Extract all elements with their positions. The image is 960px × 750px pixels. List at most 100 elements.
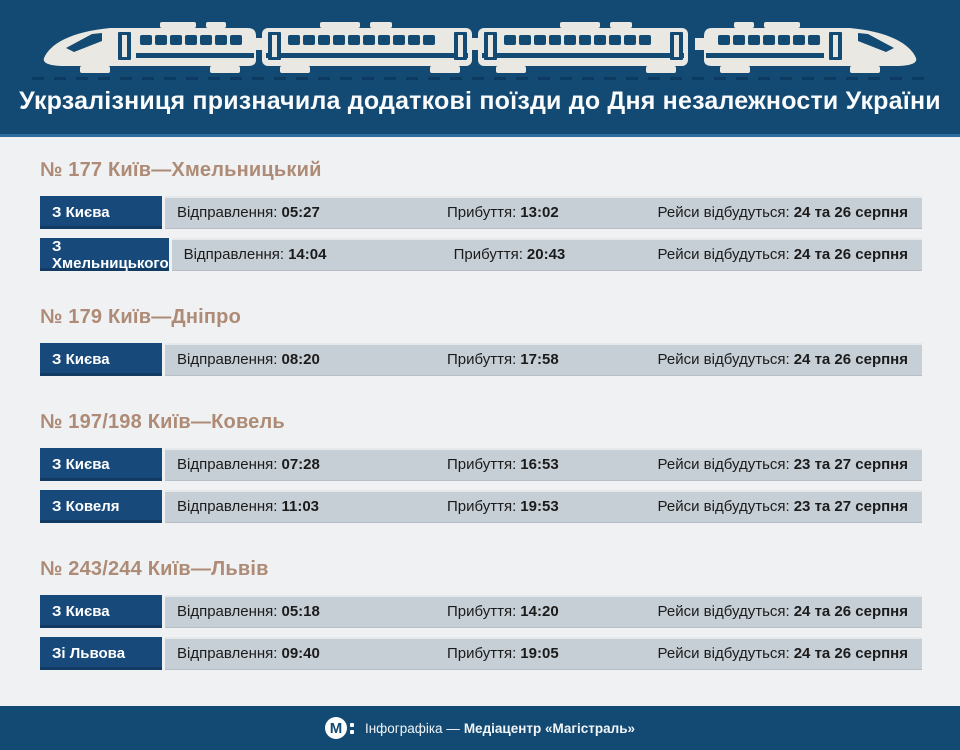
- departure-cell: Відправлення: 05:27: [177, 204, 447, 221]
- departure-label: Відправлення:: [177, 204, 278, 221]
- runs-label: Рейси відбудуться:: [657, 351, 790, 368]
- departure-time: 09:40: [281, 645, 320, 662]
- schedule-bar: Відправлення: 09:40 Прибуття: 19:05 Рейси …: [165, 637, 922, 670]
- origin-badge: З Ковеля: [40, 490, 162, 523]
- runs-cell: Рейси відбудуться: 24 та 26 серпня: [658, 246, 908, 263]
- departure-time: 05:18: [281, 603, 320, 620]
- header-banner: Укрзалізниця призначила додаткові поїзди…: [0, 0, 960, 137]
- arrival-time: 20:43: [526, 246, 566, 263]
- runs-dates: 24 та 26 серпня: [793, 246, 908, 263]
- origin-badge: З Києва: [40, 343, 162, 376]
- runs-label: Рейси відбудуться:: [657, 204, 790, 221]
- departure-label: Відправлення:: [177, 456, 278, 473]
- departure-time: 08:20: [281, 351, 320, 368]
- runs-cell: Рейси відбудуться: 23 та 27 серпня: [658, 456, 908, 473]
- runs-dates: 24 та 26 серпня: [793, 204, 908, 221]
- train-section: № 197/198 Київ—Ковель З Києва Відправлен…: [40, 411, 922, 523]
- departure-cell: Відправлення: 14:04: [184, 246, 454, 263]
- schedule-row: З Києва Відправлення: 05:27 Прибуття: 13:0…: [40, 196, 922, 229]
- runs-label: Рейси відбудуться:: [657, 456, 790, 473]
- schedule-bar: Відправлення: 05:18 Прибуття: 14:20 Рейси …: [165, 595, 922, 628]
- runs-cell: Рейси відбудуться: 23 та 27 серпня: [658, 498, 908, 515]
- departure-label: Відправлення:: [177, 351, 278, 368]
- arrival-cell: Прибуття: 16:53: [447, 456, 658, 473]
- runs-label: Рейси відбудуться:: [657, 246, 790, 263]
- schedule-bar: Відправлення: 08:20 Прибуття: 17:58 Рейси …: [165, 343, 922, 376]
- arrival-cell: Прибуття: 20:43: [454, 246, 658, 263]
- footer-bar: М Інфографіка — Медіацентр «Магістраль»: [0, 706, 960, 750]
- runs-dates: 24 та 26 серпня: [793, 645, 908, 662]
- track-dashes: [32, 77, 928, 80]
- departure-cell: Відправлення: 09:40: [177, 645, 447, 662]
- schedule-row: З Києва Відправлення: 05:18 Прибуття: 14:2…: [40, 595, 922, 628]
- runs-label: Рейси відбудуться:: [657, 498, 790, 515]
- origin-badge: З Хмельницького: [40, 238, 169, 272]
- arrival-label: Прибуття:: [447, 498, 517, 515]
- arrival-cell: Прибуття: 17:58: [447, 351, 658, 368]
- arrival-time: 14:20: [520, 603, 559, 620]
- runs-dates: 24 та 26 серпня: [793, 351, 908, 368]
- arrival-time: 16:53: [520, 456, 559, 473]
- schedule-row: З Києва Відправлення: 08:20 Прибуття: 17:5…: [40, 343, 922, 376]
- schedule-row: З Києва Відправлення: 07:28 Прибуття: 16:5…: [40, 448, 922, 481]
- page-title: Укрзалізниця призначила додаткові поїзди…: [19, 87, 941, 115]
- train-illustration-icon: [43, 22, 917, 73]
- arrival-time: 19:05: [520, 645, 559, 662]
- runs-cell: Рейси відбудуться: 24 та 26 серпня: [658, 204, 908, 221]
- runs-label: Рейси відбудуться:: [657, 645, 790, 662]
- schedule-row: Зі Львова Відправлення: 09:40 Прибуття: 19…: [40, 637, 922, 670]
- arrival-label: Прибуття:: [453, 246, 523, 263]
- arrival-label: Прибуття:: [447, 645, 517, 662]
- train-section: № 243/244 Київ—Львів З Києва Відправленн…: [40, 558, 922, 670]
- departure-cell: Відправлення: 07:28: [177, 456, 447, 473]
- arrival-time: 19:53: [520, 498, 559, 515]
- schedule-bar: Відправлення: 05:27 Прибуття: 13:02 Рейси …: [165, 196, 922, 229]
- departure-label: Відправлення:: [183, 246, 285, 263]
- schedule-bar: Відправлення: 07:28 Прибуття: 16:53 Рейси …: [165, 448, 922, 481]
- logo-spark-dots: [349, 722, 354, 734]
- arrival-label: Прибуття:: [447, 456, 517, 473]
- runs-cell: Рейси відбудуться: 24 та 26 серпня: [658, 645, 908, 662]
- origin-badge: З Києва: [40, 448, 162, 481]
- section-heading: № 177 Київ—Хмельницький: [40, 159, 322, 181]
- departure-cell: Відправлення: 11:03: [177, 498, 447, 515]
- arrival-label: Прибуття:: [447, 603, 517, 620]
- section-heading: № 243/244 Київ—Львів: [40, 558, 269, 580]
- schedule-row: З Хмельницького Відправлення: 14:04 Прибу…: [40, 238, 922, 272]
- departure-label: Відправлення:: [177, 645, 278, 662]
- arrival-cell: Прибуття: 19:05: [447, 645, 658, 662]
- arrival-cell: Прибуття: 19:53: [447, 498, 658, 515]
- schedule-row: З Ковеля Відправлення: 11:03 Прибуття: 19:…: [40, 490, 922, 523]
- departure-label: Відправлення:: [177, 603, 278, 620]
- arrival-time: 17:58: [520, 351, 559, 368]
- runs-cell: Рейси відбудуться: 24 та 26 серпня: [658, 603, 908, 620]
- origin-badge: З Києва: [40, 595, 162, 628]
- section-heading: № 179 Київ—Дніпро: [40, 306, 241, 328]
- footer-credit-prefix: Інфографіка —: [364, 720, 460, 736]
- arrival-time: 13:02: [520, 204, 559, 221]
- footer-credit-brand: Медіацентр «Магістраль»: [463, 720, 636, 736]
- departure-time: 11:03: [281, 498, 320, 515]
- runs-dates: 23 та 27 серпня: [793, 498, 908, 515]
- departure-cell: Відправлення: 08:20: [177, 351, 447, 368]
- section-heading: № 197/198 Київ—Ковель: [40, 411, 285, 433]
- arrival-cell: Прибуття: 14:20: [447, 603, 658, 620]
- runs-dates: 24 та 26 серпня: [793, 603, 908, 620]
- schedule-bar: Відправлення: 14:04 Прибуття: 20:43 Рейси …: [171, 238, 922, 271]
- origin-badge: З Києва: [40, 196, 162, 229]
- train-section: № 179 Київ—Дніпро З Києва Відправлення: 0…: [40, 306, 922, 376]
- departure-time: 05:27: [281, 204, 320, 221]
- departure-label: Відправлення:: [177, 498, 278, 515]
- logo-m-circle: М: [324, 717, 347, 739]
- schedule-bar: Відправлення: 11:03 Прибуття: 19:53 Рейси …: [165, 490, 922, 523]
- magistral-logo-icon: М: [324, 717, 354, 739]
- arrival-label: Прибуття:: [447, 204, 517, 221]
- origin-badge: Зі Львова: [40, 637, 162, 670]
- footer-credit: Інфографіка — Медіацентр «Магістраль»: [365, 721, 635, 736]
- runs-dates: 23 та 27 серпня: [793, 456, 908, 473]
- train-section: № 177 Київ—Хмельницький З Києва Відправл…: [40, 159, 922, 272]
- departure-time: 07:28: [281, 456, 320, 473]
- runs-cell: Рейси відбудуться: 24 та 26 серпня: [658, 351, 908, 368]
- runs-label: Рейси відбудуться:: [657, 603, 790, 620]
